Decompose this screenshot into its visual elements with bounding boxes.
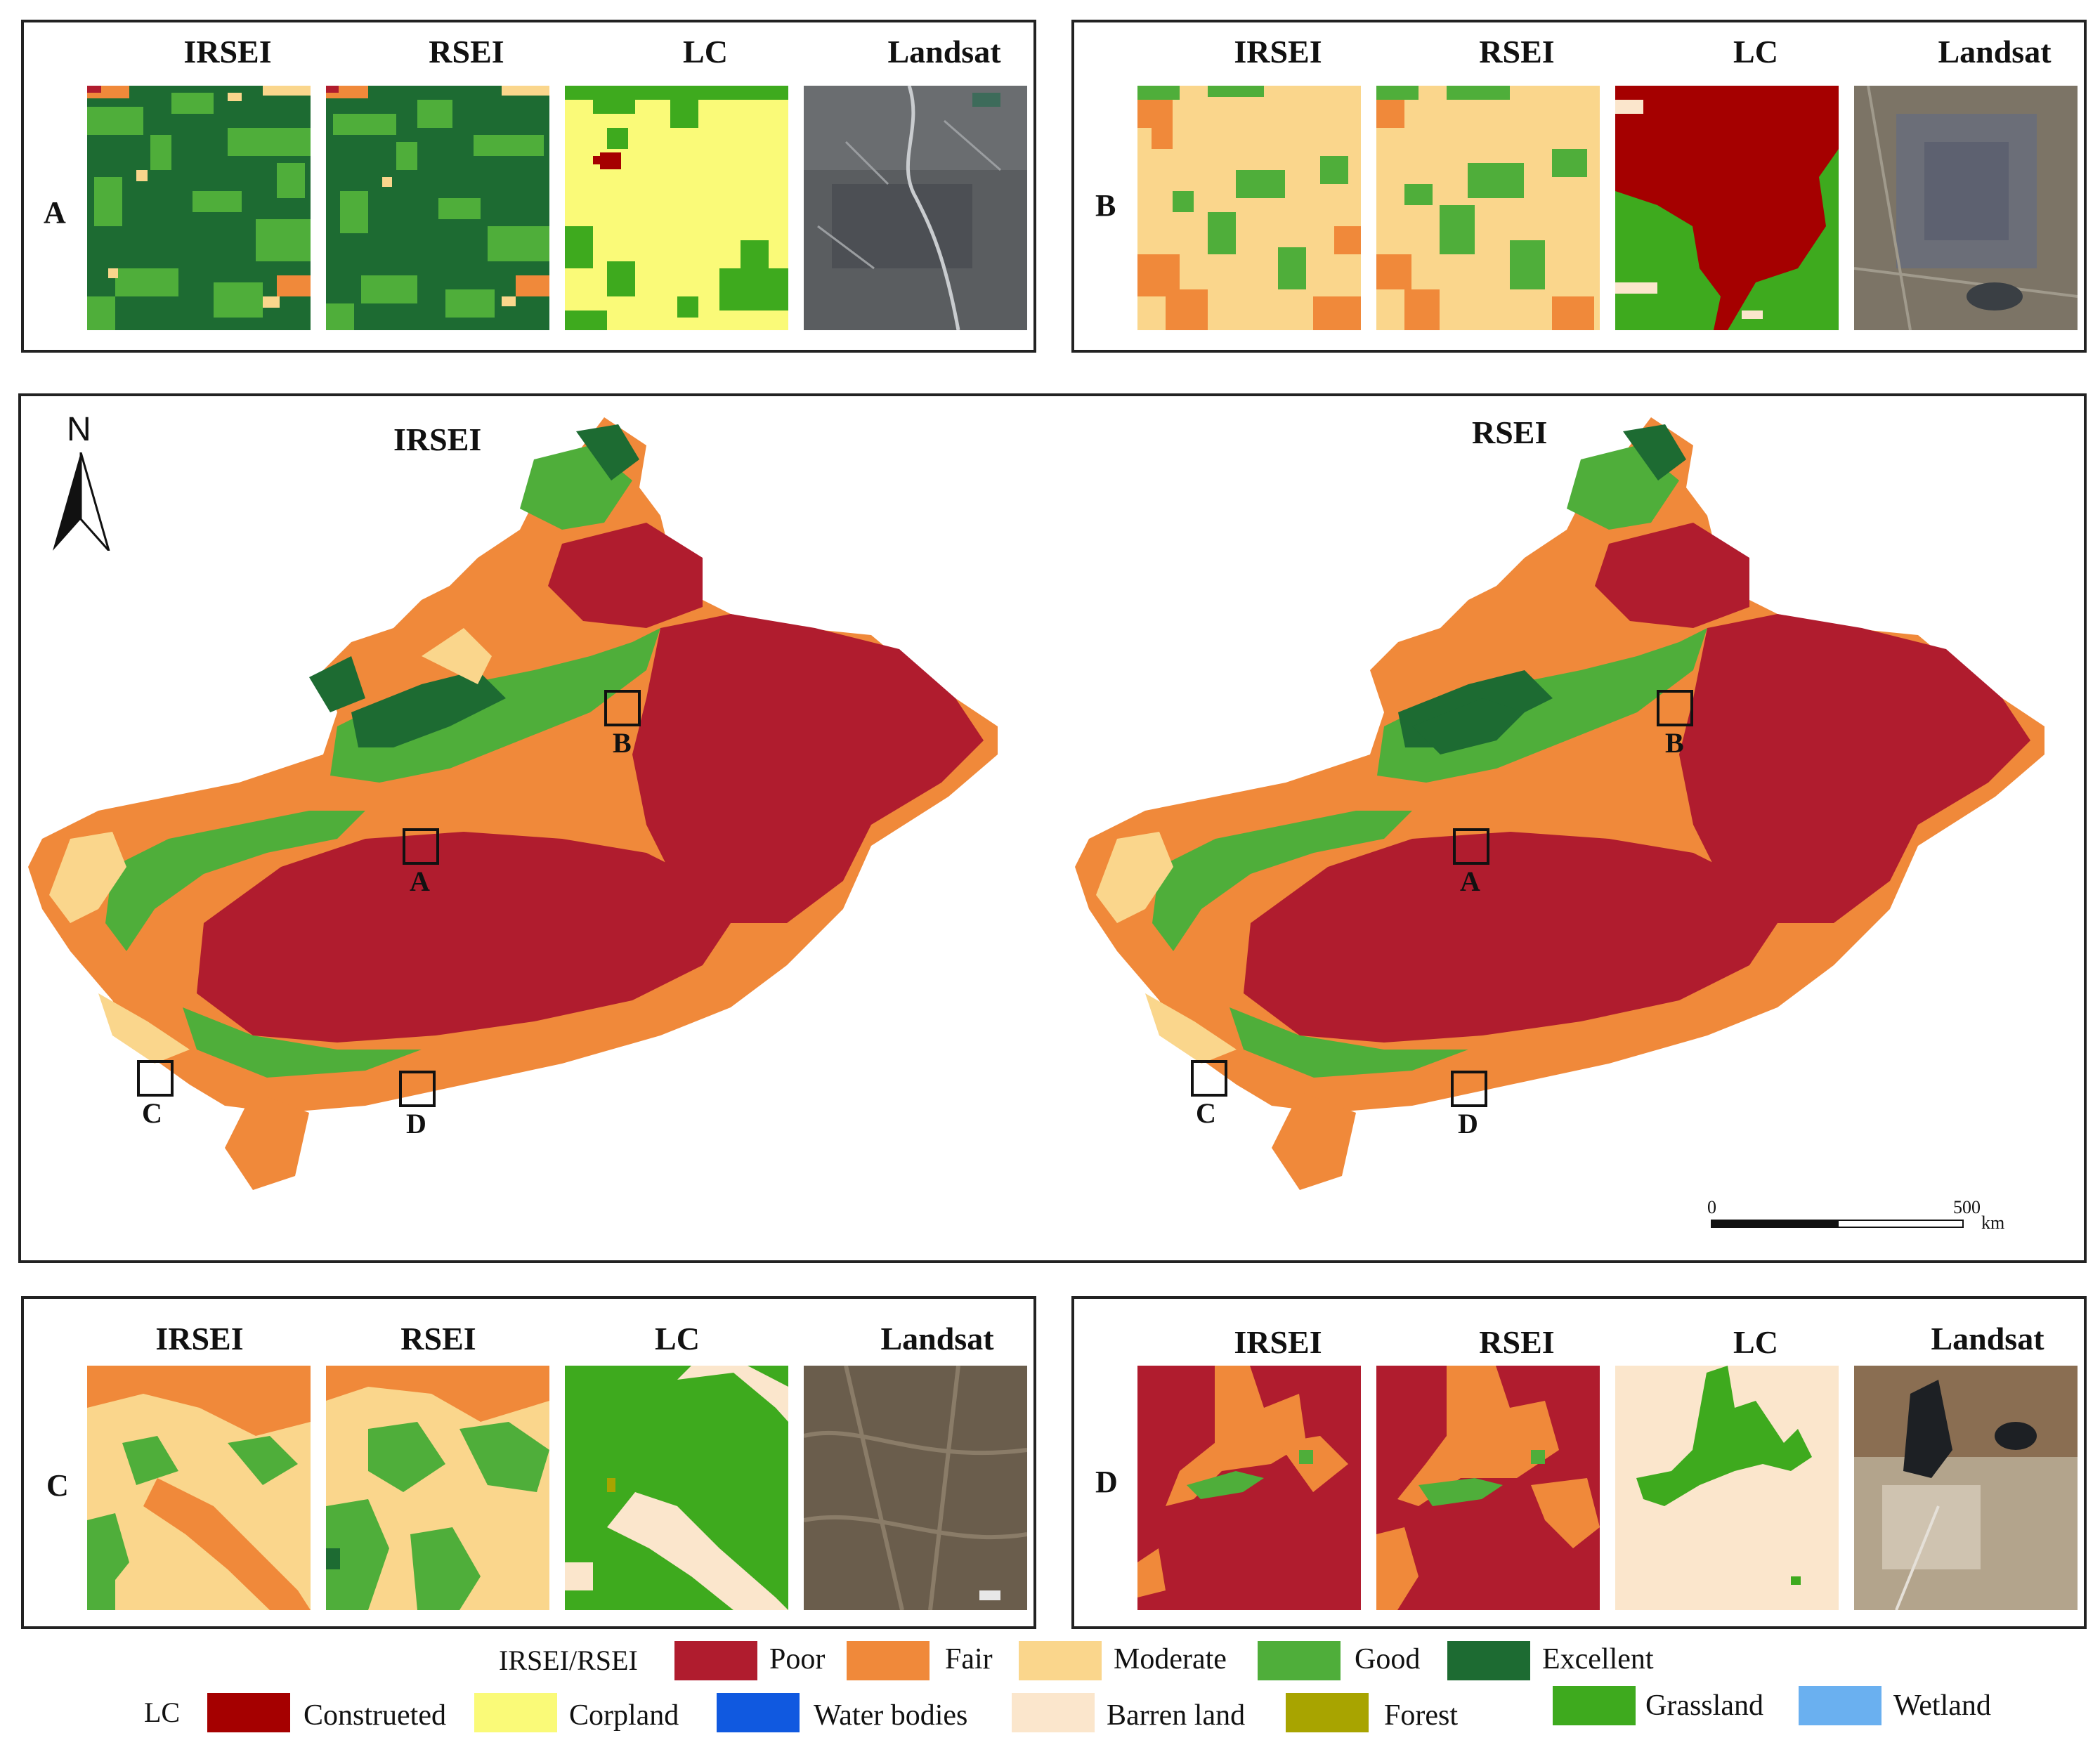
legend-swatch-moderate <box>1019 1641 1102 1680</box>
marker-box-c-left <box>137 1060 174 1097</box>
legend-label-excellent: Excellent <box>1542 1643 1654 1675</box>
panel-c-title-landsat: Landsat <box>880 1321 994 1357</box>
marker-label-a-right: A <box>1460 865 1480 897</box>
panel-d-lc-map <box>1615 1366 1839 1610</box>
legend-swatch-barren-land <box>1012 1693 1095 1732</box>
panel-b-title-rsei: RSEI <box>1479 34 1555 70</box>
panel-a-lc-map <box>565 86 788 330</box>
marker-box-a-right <box>1453 828 1489 865</box>
scale-bar-black <box>1711 1220 1837 1228</box>
legend-label-barren-land: Barren land <box>1107 1699 1246 1732</box>
right-rsei-map <box>1075 417 2044 1190</box>
panel-b-title-lc: LC <box>1733 34 1778 70</box>
legend-swatch-construeted <box>207 1693 290 1732</box>
legend-swatch-corpland <box>474 1693 557 1732</box>
legend-lc-head: LC <box>144 1697 181 1728</box>
legend-label-forest: Forest <box>1384 1699 1458 1732</box>
legend-label-water-bodies: Water bodies <box>814 1699 968 1732</box>
legend-swatch-excellent <box>1447 1641 1530 1680</box>
north-arrow: N <box>49 410 112 551</box>
panel-d-landsat-image <box>1854 1366 2078 1610</box>
legend-index-head: IRSEI/RSEI <box>499 1645 638 1676</box>
left-map-title: IRSEI <box>393 421 482 457</box>
panel-c-title-irsei: IRSEI <box>155 1321 244 1357</box>
maps-panel: N IRSEI RSEI <box>18 393 2087 1263</box>
north-arrow-icon <box>53 452 110 551</box>
marker-label-c-right: C <box>1196 1097 1216 1129</box>
legend-label-corpland: Corpland <box>569 1699 679 1732</box>
marker-box-b-left <box>604 690 641 726</box>
left-irsei-map <box>28 417 998 1190</box>
marker-label-a-left: A <box>410 865 430 897</box>
marker-label-b-right: B <box>1665 727 1684 759</box>
marker-box-d-left <box>399 1071 436 1107</box>
panel-a-landsat-image <box>804 86 1027 330</box>
panel-d-title-lc: LC <box>1733 1324 1778 1360</box>
legend-label-good: Good <box>1355 1643 1421 1675</box>
panel-c: IRSEI RSEI LC Landsat C <box>21 1296 1036 1629</box>
marker-box-b-right <box>1657 690 1693 726</box>
legend-label-fair: Fair <box>945 1643 993 1675</box>
legend-label-poor: Poor <box>769 1643 826 1675</box>
panel-c-landsat-image <box>804 1366 1027 1610</box>
panel-d: IRSEI RSEI LC Landsat D <box>1071 1296 2087 1629</box>
legend-swatch-wetland <box>1799 1686 1881 1725</box>
panel-d-irsei-map <box>1137 1366 1361 1610</box>
legend-label-wetland: Wetland <box>1893 1690 1991 1722</box>
panel-a-title-lc: LC <box>683 34 728 70</box>
marker-label-d-right: D <box>1458 1108 1478 1139</box>
panel-b-title-irsei: IRSEI <box>1234 34 1322 70</box>
panel-d-title-irsei: IRSEI <box>1234 1324 1322 1360</box>
scale-end-label: 500 <box>1953 1197 1981 1217</box>
panel-a-rsei-map <box>326 86 549 330</box>
panel-d-title-landsat: Landsat <box>1931 1321 2044 1357</box>
panel-b: IRSEI RSEI LC Landsat B <box>1071 20 2087 353</box>
legend-swatch-forest <box>1286 1693 1369 1732</box>
panel-a-label: A <box>44 195 66 230</box>
legend-label-grassland: Grassland <box>1645 1690 1763 1722</box>
panel-b-label: B <box>1095 188 1116 223</box>
scale-unit-label: km <box>1981 1213 2005 1233</box>
marker-box-a-left <box>403 828 439 865</box>
scale-bar-white <box>1837 1220 1964 1228</box>
panel-a-title-rsei: RSEI <box>429 34 504 70</box>
legend-swatch-fair <box>847 1641 930 1680</box>
panel-d-label: D <box>1095 1465 1118 1499</box>
scale-start-label: 0 <box>1707 1197 1716 1217</box>
panel-d-rsei-map <box>1376 1366 1600 1610</box>
legend-swatch-water-bodies <box>717 1693 800 1732</box>
legend-swatch-good <box>1258 1641 1341 1680</box>
panel-c-rsei-map <box>326 1366 549 1610</box>
legend-swatch-poor <box>674 1641 757 1680</box>
panel-c-label: C <box>46 1468 69 1503</box>
panel-d-title-rsei: RSEI <box>1479 1324 1555 1360</box>
panel-b-irsei-map <box>1137 86 1361 330</box>
right-map-title: RSEI <box>1472 414 1548 450</box>
marker-label-c-left: C <box>142 1097 162 1129</box>
legend-label-moderate: Moderate <box>1114 1643 1227 1675</box>
panel-c-irsei-map <box>87 1366 311 1610</box>
marker-box-d-right <box>1451 1071 1487 1107</box>
panel-b-landsat-image <box>1854 86 2078 330</box>
marker-box-c-right <box>1191 1060 1227 1097</box>
panel-c-title-lc: LC <box>655 1321 700 1357</box>
legend: IRSEI/RSEI Poor Fair Moderate Good Excel… <box>0 1637 2100 1742</box>
legend-swatch-grassland <box>1553 1686 1636 1725</box>
panel-a-title-landsat: Landsat <box>887 34 1001 70</box>
panel-b-lc-map <box>1615 86 1839 330</box>
marker-label-d-left: D <box>406 1108 426 1139</box>
panel-a: IRSEI RSEI LC Landsat A <box>21 20 1036 353</box>
panel-b-rsei-map <box>1376 86 1600 330</box>
panel-c-lc-map <box>565 1366 788 1610</box>
panel-a-irsei-map <box>87 86 311 330</box>
north-label: N <box>67 411 91 448</box>
panel-c-title-rsei: RSEI <box>400 1321 476 1357</box>
legend-label-construeted: Construeted <box>304 1699 446 1732</box>
panel-a-title-irsei: IRSEI <box>183 34 272 70</box>
panel-b-title-landsat: Landsat <box>1938 34 2052 70</box>
marker-label-b-left: B <box>613 727 632 759</box>
scale-bar: 0 500 km <box>1707 1197 2004 1239</box>
